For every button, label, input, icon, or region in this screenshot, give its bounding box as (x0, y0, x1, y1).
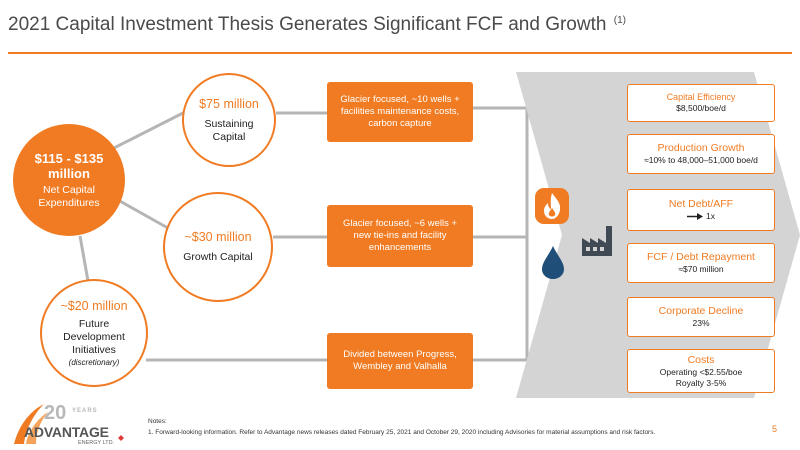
arrow-right-icon (687, 212, 703, 220)
metric-card-costs: Costs Operating <$2.55/boe Royalty 3-5% (627, 349, 775, 393)
metric-card-production-growth: Production Growth ≈10% to 48,000–51,000 … (627, 134, 775, 174)
sustaining-amount: $75 million (199, 96, 259, 111)
notes-line: 1. Forward-looking information. Refer to… (148, 429, 656, 436)
page-number: 5 (772, 424, 778, 434)
metric-title: Production Growth (657, 142, 745, 154)
future-note: (discretionary) (68, 358, 120, 367)
connector-net-to-future (78, 235, 90, 282)
metric-value: ≈$70 million (678, 264, 724, 274)
metric-value: 23% (692, 318, 710, 328)
metric-card-net-debt-aff: Net Debt/AFF 1x (627, 189, 775, 231)
growth-capital-circle: ~$30 million Growth Capital (163, 192, 273, 302)
sustaining-label: Sustaining Capital (204, 117, 254, 143)
notes-heading: Notes: (148, 418, 167, 425)
flame-icon (535, 188, 569, 224)
metric-value-secondary: Royalty 3-5% (675, 377, 727, 388)
sustaining-capital-circle: $75 million Sustaining Capital (182, 73, 276, 167)
metric-title: Net Debt/AFF (668, 197, 734, 210)
metric-value: 1x (706, 210, 715, 221)
title-rule (8, 52, 792, 54)
logo-years-word: YEARS (72, 408, 98, 414)
metric-title: Capital Efficiency (666, 92, 736, 102)
future-detail-box: Divided between Progress, Wembley and Va… (327, 333, 473, 389)
growth-detail-box: Glacier focused, ~6 wells + new tie-ins … (327, 205, 473, 267)
metric-title: Corporate Decline (658, 305, 744, 317)
connector-net-to-sustaining (109, 110, 186, 152)
metric-value: ≈10% to 48,000–51,000 boe/d (644, 155, 758, 165)
metric-title: Costs (687, 353, 715, 366)
logo-years-number: 20 (44, 402, 67, 424)
connector-boxes-bracket (473, 106, 529, 362)
advantage-logo-mark (14, 404, 124, 444)
title-footnote: (1) (613, 14, 626, 26)
metric-value: $8,500/boe/d (676, 103, 726, 113)
metric-card-corporate-decline: Corporate Decline 23% (627, 297, 775, 337)
logo-company-name: ADVANTAGE (24, 424, 109, 440)
factory-icon (582, 226, 612, 256)
metric-value: Operating <$2.55/boe (659, 366, 743, 377)
net-capex-circle: $115 - $135 million Net Capital Expendit… (13, 124, 125, 236)
footnotes: Notes: 1. Forward-looking information. R… (148, 416, 655, 438)
future-label: Future Development Initiatives (63, 318, 125, 356)
net-capex-amount: $115 - $135 million (34, 150, 104, 181)
oil-drop-icon (542, 246, 564, 279)
future-amount: ~$20 million (60, 299, 128, 313)
metric-card-capital-efficiency: Capital Efficiency $8,500/boe/d (627, 84, 775, 122)
net-capex-label: Net Capital Expenditures (38, 183, 100, 209)
sustaining-detail-box: Glacier focused, ~10 wells + facilities … (327, 82, 473, 142)
future-development-circle: ~$20 million Future Development Initiati… (40, 279, 148, 387)
metric-value-row-inner: 1x (687, 211, 715, 222)
metric-value-row: 1x (628, 211, 774, 223)
page-title: 2021 Capital Investment Thesis Generates… (8, 14, 626, 35)
metric-card-fcf-debt-repayment: FCF / Debt Repayment ≈$70 million (627, 243, 775, 283)
growth-label: Growth Capital (183, 251, 253, 263)
metric-title: FCF / Debt Repayment (647, 251, 755, 263)
connector-net-to-growth (117, 198, 176, 234)
logo-subtitle: ENERGY LTD. (78, 440, 115, 446)
growth-amount: ~$30 million (184, 230, 252, 244)
